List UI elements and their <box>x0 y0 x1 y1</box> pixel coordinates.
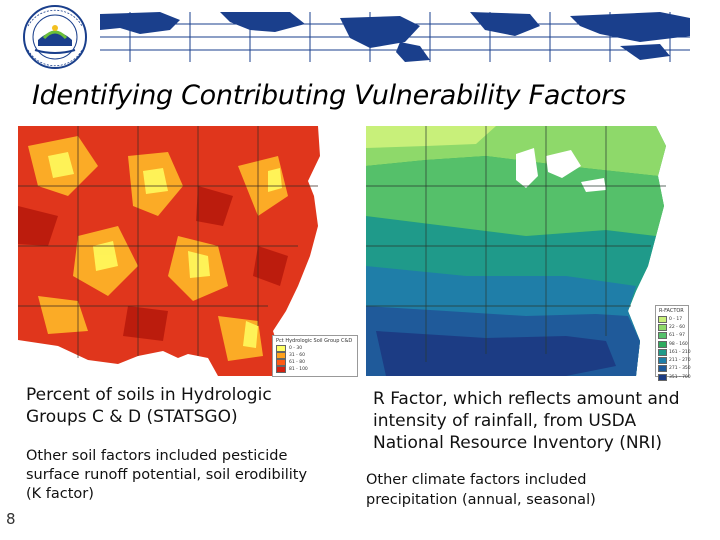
r-legend-item: 98 - 160 <box>658 340 688 348</box>
legend-item-label: 211 - 270 <box>669 358 691 364</box>
soil-legend-item: 31 - 60 <box>276 352 357 359</box>
epa-seal-logo <box>23 5 87 69</box>
legend-item-label: 81 - 100 <box>289 367 308 372</box>
soil-caption-sub: Other soil factors included pesticide su… <box>26 448 308 502</box>
r-factor-rainfall-map <box>366 126 686 376</box>
soil-legend-title: Pct Hydrologic Soil Group C&D <box>276 338 353 344</box>
r-factor-legend-title: R-FACTOR <box>659 308 684 314</box>
legend-swatch <box>658 373 667 381</box>
slide-title: Identifying Contributing Vulnerability F… <box>32 80 626 111</box>
r-legend-item: 271 - 350 <box>658 365 691 373</box>
legend-swatch <box>658 332 667 340</box>
legend-item-label: 98 - 160 <box>669 341 688 347</box>
legend-item-label: 351 - 700 <box>669 374 691 380</box>
r-legend-item: 161 - 210 <box>658 348 691 356</box>
soil-legend-item: 81 - 100 <box>276 366 357 373</box>
legend-item-label: 271 - 350 <box>669 366 691 372</box>
legend-item-label: 22 - 60 <box>669 324 685 330</box>
r-legend-item: 351 - 700 <box>658 373 691 381</box>
legend-item-label: 61 - 97 <box>669 333 685 339</box>
r-legend-item: 211 - 270 <box>658 356 691 365</box>
legend-item-label: 0 - 30 <box>289 346 303 351</box>
legend-item-label: 61 - 80 <box>289 360 305 365</box>
legend-item-label: 0 - 17 <box>669 316 683 322</box>
r-legend-item: 22 - 60 <box>658 323 688 331</box>
legend-item-label: 161 - 210 <box>669 349 691 355</box>
soil-hydrologic-group-map <box>18 126 358 376</box>
legend-swatch <box>658 357 667 365</box>
legend-swatch <box>276 359 286 366</box>
soil-legend-item: 0 - 30 <box>276 345 357 352</box>
legend-swatch <box>658 340 667 348</box>
legend-swatch <box>276 366 286 373</box>
r-legend-item: 0 - 17 <box>658 315 688 323</box>
legend-swatch <box>276 352 286 359</box>
legend-item-label: 31 - 60 <box>289 353 305 358</box>
rainfall-caption-main: R Factor, which reflects amount and inte… <box>373 389 680 453</box>
legend-swatch <box>658 315 667 323</box>
world-map-strip <box>100 12 690 62</box>
soil-map-legend: Pct Hydrologic Soil Group C&D 0 - 30 31 … <box>272 335 358 377</box>
soil-legend-item: 61 - 80 <box>276 359 357 366</box>
legend-swatch <box>658 348 667 356</box>
header-banner <box>0 0 720 75</box>
legend-swatch <box>658 323 667 331</box>
legend-swatch <box>658 365 667 373</box>
soil-caption-main: Percent of soils in Hydrologic Groups C … <box>26 385 272 427</box>
r-legend-item: 61 - 97 <box>658 332 688 340</box>
rainfall-caption-sub: Other climate factors included precipita… <box>366 472 596 508</box>
page-number: 8 <box>6 510 16 528</box>
r-factor-legend: R-FACTOR 0 - 17 22 - 60 61 - 97 98 - 160… <box>655 305 691 381</box>
legend-swatch <box>276 345 286 352</box>
